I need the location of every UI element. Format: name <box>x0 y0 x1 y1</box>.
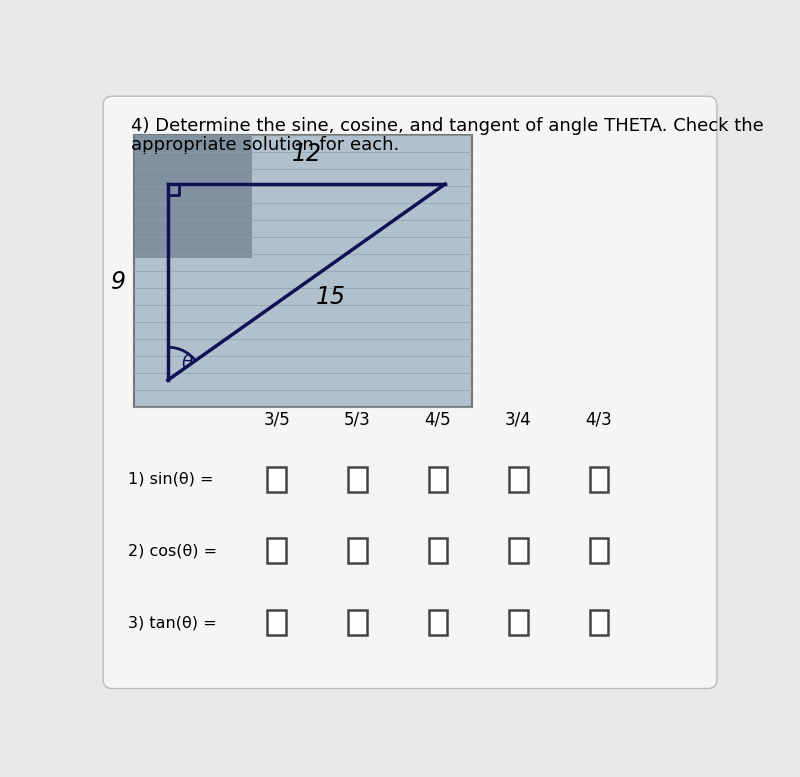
Bar <box>429 466 447 492</box>
Bar <box>348 466 366 492</box>
Text: 15: 15 <box>316 285 346 309</box>
Bar <box>348 610 366 636</box>
Text: 3/4: 3/4 <box>505 410 532 428</box>
Text: 4) Determine the sine, cosine, and tangent of angle THETA. Check the: 4) Determine the sine, cosine, and tange… <box>131 117 764 135</box>
Bar <box>590 610 608 636</box>
Bar <box>134 135 252 258</box>
Bar <box>267 466 286 492</box>
Text: $\theta$: $\theta$ <box>182 354 194 372</box>
Bar <box>348 538 366 563</box>
Bar <box>510 538 528 563</box>
Bar <box>134 135 472 407</box>
Text: 1) sin(θ) =: 1) sin(θ) = <box>128 472 214 486</box>
FancyBboxPatch shape <box>103 96 717 688</box>
Text: 3/5: 3/5 <box>263 410 290 428</box>
Bar <box>267 610 286 636</box>
Bar <box>429 610 447 636</box>
Bar <box>429 538 447 563</box>
Text: 3) tan(θ) =: 3) tan(θ) = <box>128 615 217 630</box>
Text: 4/5: 4/5 <box>425 410 451 428</box>
Bar <box>510 610 528 636</box>
Text: appropriate solution for each.: appropriate solution for each. <box>131 136 399 155</box>
Bar <box>590 538 608 563</box>
Text: 4/3: 4/3 <box>586 410 613 428</box>
Text: 5/3: 5/3 <box>344 410 370 428</box>
Text: 12: 12 <box>291 142 322 166</box>
Text: 9: 9 <box>111 270 126 294</box>
Text: 2) cos(θ) =: 2) cos(θ) = <box>128 543 217 559</box>
Bar <box>510 466 528 492</box>
Bar <box>590 466 608 492</box>
Bar <box>267 538 286 563</box>
